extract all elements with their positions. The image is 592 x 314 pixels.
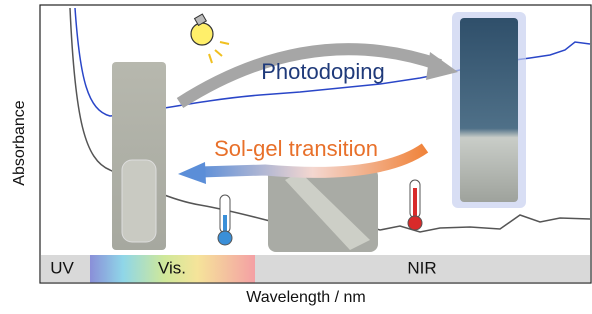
sol-gel-label: Sol-gel transition [214, 136, 378, 161]
page: {"axes": {"y_label": "Absorbance", "x_la… [0, 0, 592, 309]
cuvette-bottom [122, 160, 156, 242]
photodoping-label: Photodoping [261, 59, 385, 84]
region-label: NIR [407, 258, 436, 277]
thermometer-hot [408, 180, 422, 230]
region-label: UV [50, 258, 74, 277]
graphical-abstract: UV Vis. NIR Photodoping Sol-gel transiti… [0, 0, 592, 309]
y-axis-label: Absorbance [11, 100, 28, 185]
thermometer-cold [218, 195, 232, 245]
cuvette-gel [460, 18, 518, 202]
x-axis-label: Wavelength / nm [246, 289, 365, 306]
region-label: Vis. [158, 258, 186, 277]
